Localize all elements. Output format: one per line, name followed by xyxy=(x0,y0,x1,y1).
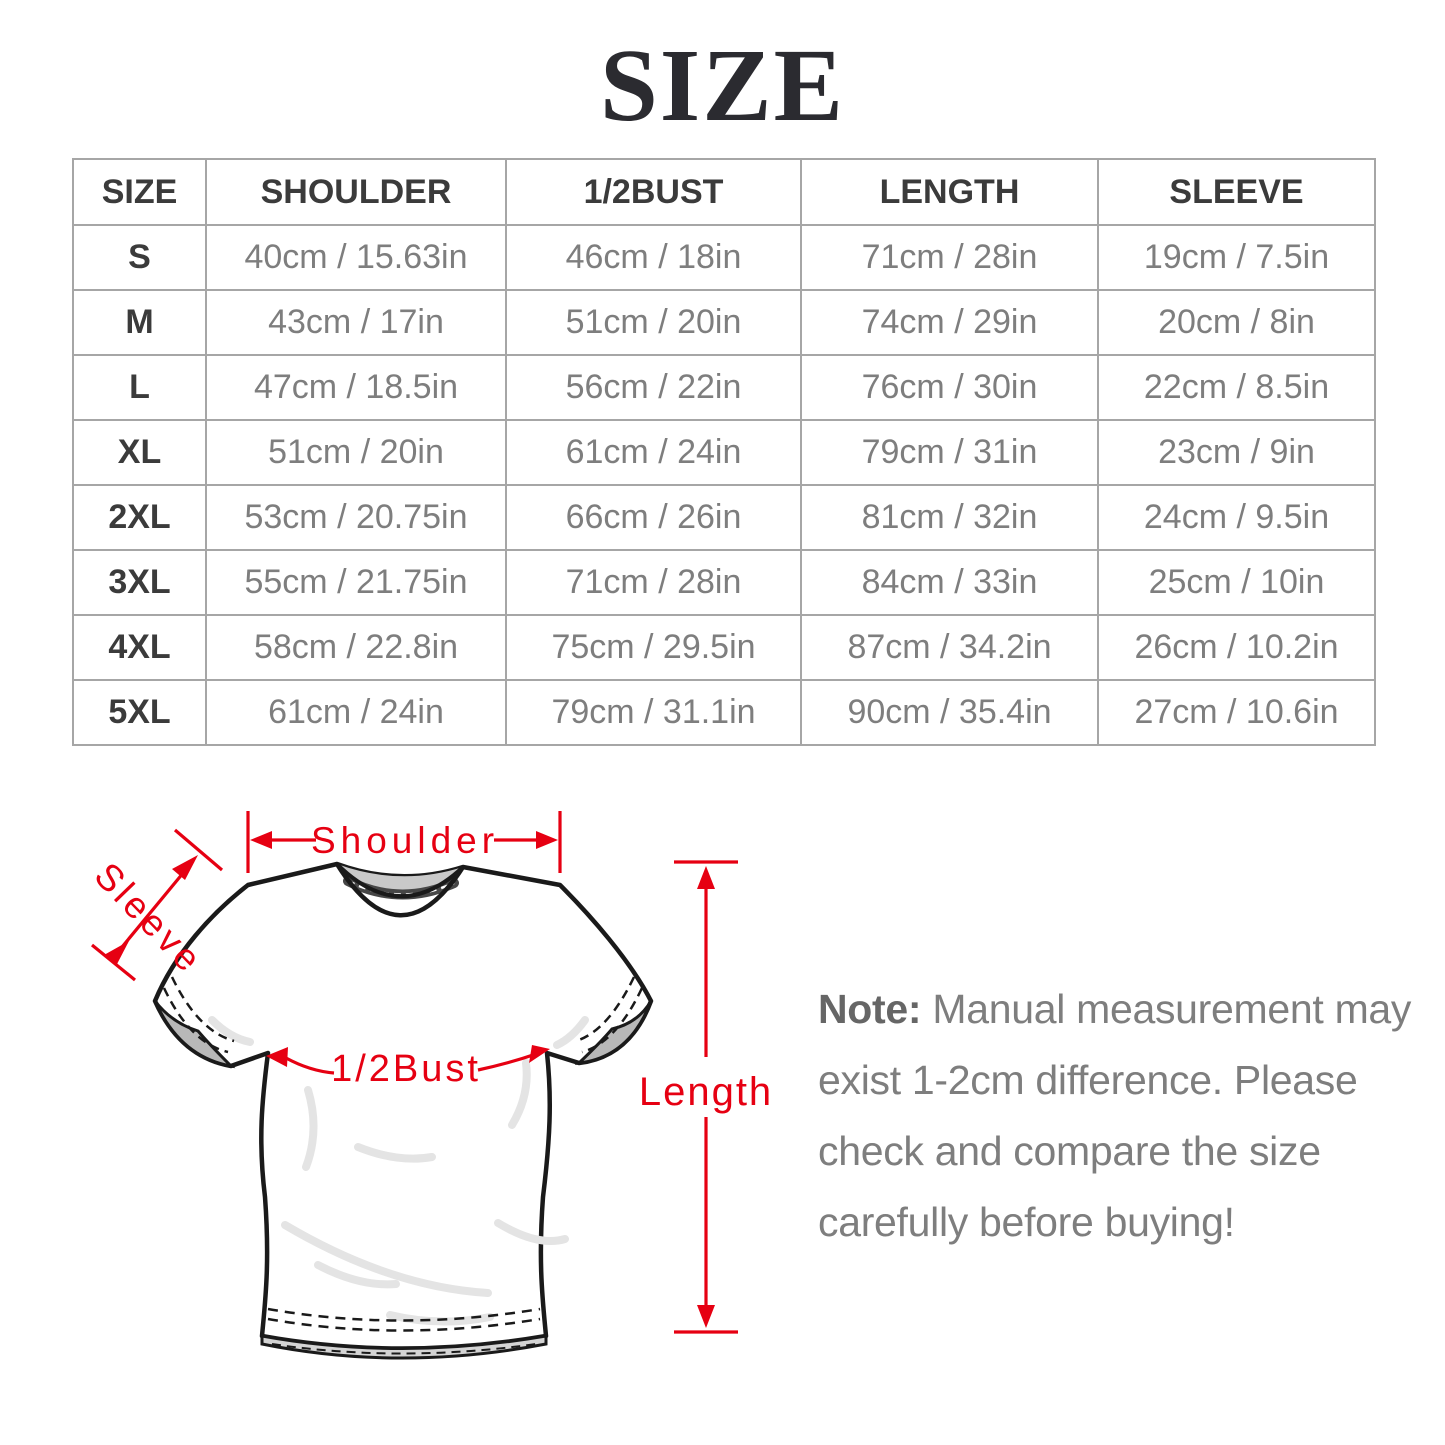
tshirt-measurement-diagram: Shoulder Sleeve 1/2Bust Length xyxy=(87,811,773,1360)
page-title: SIZE xyxy=(599,28,846,143)
header-length: LENGTH xyxy=(800,158,1099,226)
table-row: M 43cm / 17in 51cm / 20in 74cm / 29in 20… xyxy=(72,289,1376,356)
size-label-cell: 5XL xyxy=(72,679,207,746)
measurement-cell: 22cm / 8.5in xyxy=(1097,354,1376,421)
measurement-cell: 81cm / 32in xyxy=(800,484,1099,551)
measurement-cell: 25cm / 10in xyxy=(1097,549,1376,616)
table-row: 5XL 61cm / 24in 79cm / 31.1in 90cm / 35.… xyxy=(72,679,1376,746)
measurement-cell: 76cm / 30in xyxy=(800,354,1099,421)
tshirt-left-cuff xyxy=(153,976,236,1069)
sleeve-label: Sleeve xyxy=(87,855,212,982)
table-row: 4XL 58cm / 22.8in 75cm / 29.5in 87cm / 3… xyxy=(72,614,1376,681)
measurement-cell: 61cm / 24in xyxy=(505,419,802,486)
measurement-cell: 23cm / 9in xyxy=(1097,419,1376,486)
size-label-cell: 2XL xyxy=(72,484,207,551)
note-line: carefully before buying! xyxy=(818,1199,1235,1245)
measurement-cell: 74cm / 29in xyxy=(800,289,1099,356)
shoulder-arrow xyxy=(246,811,562,873)
tshirt-hem xyxy=(260,1307,548,1360)
bust-label: 1/2Bust xyxy=(331,1048,481,1090)
tshirt-right-cuff xyxy=(574,976,653,1066)
tshirt-illustration xyxy=(152,861,654,1360)
table-row: 3XL 55cm / 21.75in 71cm / 28in 84cm / 33… xyxy=(72,549,1376,616)
size-label-cell: 4XL xyxy=(72,614,207,681)
size-chart-table: SIZE SHOULDER 1/2BUST LENGTH SLEEVE S 40… xyxy=(72,158,1376,746)
bust-arrow xyxy=(266,1045,550,1075)
note-line: check and compare the size xyxy=(818,1128,1321,1174)
measurement-cell: 79cm / 31in xyxy=(800,419,1099,486)
measurement-cell: 27cm / 10.6in xyxy=(1097,679,1376,746)
measurement-cell: 26cm / 10.2in xyxy=(1097,614,1376,681)
table-row: L 47cm / 18.5in 56cm / 22in 76cm / 30in … xyxy=(72,354,1376,421)
measurement-cell: 43cm / 17in xyxy=(205,289,507,356)
header-size: SIZE xyxy=(72,158,207,226)
table-row: XL 51cm / 20in 61cm / 24in 79cm / 31in 2… xyxy=(72,419,1376,486)
measurement-cell: 40cm / 15.63in xyxy=(205,224,507,291)
note-line-text: Manual measurement may xyxy=(932,986,1412,1032)
measurement-cell: 66cm / 26in xyxy=(505,484,802,551)
table-header-row: SIZE SHOULDER 1/2BUST LENGTH SLEEVE xyxy=(72,158,1376,226)
tshirt-collar xyxy=(335,862,465,918)
measurement-cell: 79cm / 31.1in xyxy=(505,679,802,746)
header-bust: 1/2BUST xyxy=(505,158,802,226)
measurement-cell: 56cm / 22in xyxy=(505,354,802,421)
measurement-cell: 47cm / 18.5in xyxy=(205,354,507,421)
note-line: exist 1-2cm difference. Please xyxy=(818,1057,1358,1103)
length-arrow xyxy=(674,860,738,1334)
measurement-cell: 19cm / 7.5in xyxy=(1097,224,1376,291)
header-sleeve: SLEEVE xyxy=(1097,158,1376,226)
measurement-cell: 87cm / 34.2in xyxy=(800,614,1099,681)
table-row: 2XL 53cm / 20.75in 66cm / 26in 81cm / 32… xyxy=(72,484,1376,551)
measurement-cell: 84cm / 33in xyxy=(800,549,1099,616)
sleeve-arrow xyxy=(90,828,224,982)
note-text: Note: Manual measurement may exist 1-2cm… xyxy=(818,974,1418,1258)
size-label-cell: XL xyxy=(72,419,207,486)
measurement-cell: 53cm / 20.75in xyxy=(205,484,507,551)
measurement-cell: 75cm / 29.5in xyxy=(505,614,802,681)
measurement-cell: 24cm / 9.5in xyxy=(1097,484,1376,551)
measurement-cell: 71cm / 28in xyxy=(505,549,802,616)
measurement-cell: 61cm / 24in xyxy=(205,679,507,746)
measurement-cell: 46cm / 18in xyxy=(505,224,802,291)
size-label-cell: M xyxy=(72,289,207,356)
tshirt-wrinkles xyxy=(208,1016,589,1326)
measurement-cell: 71cm / 28in xyxy=(800,224,1099,291)
shoulder-label: Shoulder xyxy=(311,820,499,861)
measurement-cell: 20cm / 8in xyxy=(1097,289,1376,356)
measurement-cell: 51cm / 20in xyxy=(505,289,802,356)
size-label-cell: S xyxy=(72,224,207,291)
length-label: Length xyxy=(639,1070,773,1114)
measurement-cell: 90cm / 35.4in xyxy=(800,679,1099,746)
size-label-cell: L xyxy=(72,354,207,421)
note-label: Note: xyxy=(818,986,922,1032)
table-row: S 40cm / 15.63in 46cm / 18in 71cm / 28in… xyxy=(72,224,1376,291)
measurement-cell: 58cm / 22.8in xyxy=(205,614,507,681)
measurement-cell: 55cm / 21.75in xyxy=(205,549,507,616)
note-line: Note: Manual measurement may xyxy=(818,974,1418,1045)
size-label-cell: 3XL xyxy=(72,549,207,616)
header-shoulder: SHOULDER xyxy=(205,158,507,226)
measurement-cell: 51cm / 20in xyxy=(205,419,507,486)
